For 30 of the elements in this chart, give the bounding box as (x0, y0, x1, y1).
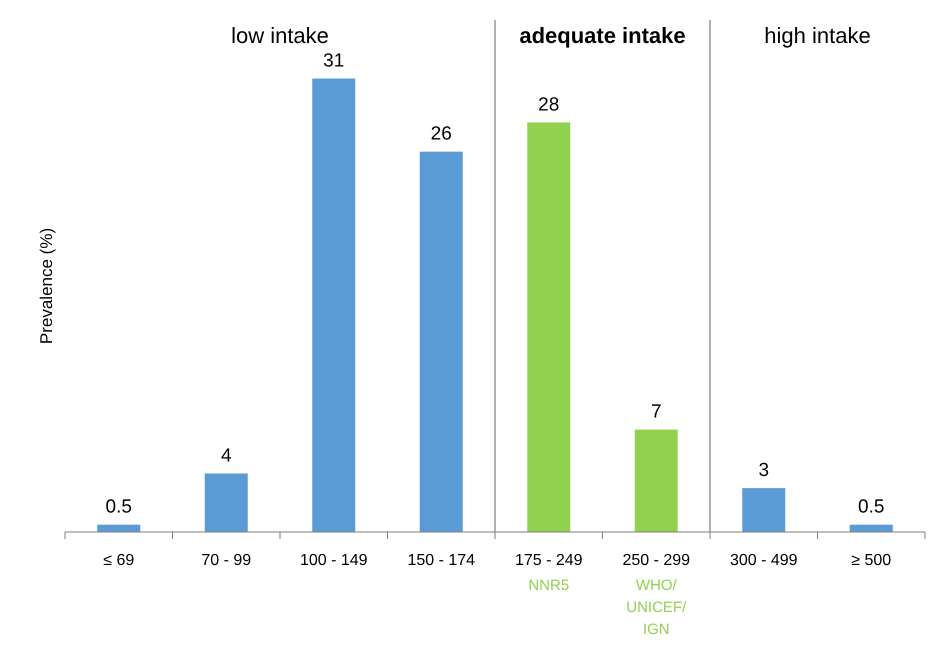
data-label: 28 (538, 94, 560, 116)
bar (634, 430, 678, 532)
x-tick-label: 70 - 99 (201, 552, 252, 569)
x-tick-label: 250 - 299 (622, 552, 690, 569)
x-tick-label: 100 - 149 (300, 552, 368, 569)
annotation: adequate intake (519, 23, 686, 48)
bar (527, 122, 570, 532)
x-tick-label: 300 - 499 (730, 552, 798, 569)
x-tick-label: 150 - 174 (407, 552, 476, 569)
text: WHO/ UNICEF/ IGN (626, 577, 688, 638)
data-label: 4 (220, 445, 232, 466)
bar (742, 488, 786, 532)
data-label: 0.5 (858, 496, 884, 518)
data-label: 3 (758, 460, 770, 482)
data-label: 0.5 (106, 496, 132, 518)
bar (312, 78, 356, 532)
data-label: 31 (323, 50, 344, 72)
bar (420, 152, 463, 532)
x-tick-label: 175 - 249 (514, 552, 583, 569)
annotation: high intake (764, 23, 871, 48)
bar (204, 473, 248, 532)
data-label: 26 (430, 124, 452, 145)
bar (850, 524, 893, 532)
x-tick-label: ≥ 500 (851, 552, 892, 569)
text: NNR5 (528, 577, 570, 594)
data-label: 7 (650, 402, 662, 423)
annotation: low intake (231, 23, 329, 48)
bar (97, 524, 140, 532)
x-tick-label: ≤ 69 (103, 552, 134, 569)
y-axis-title: Prevalence (%) (37, 228, 56, 344)
